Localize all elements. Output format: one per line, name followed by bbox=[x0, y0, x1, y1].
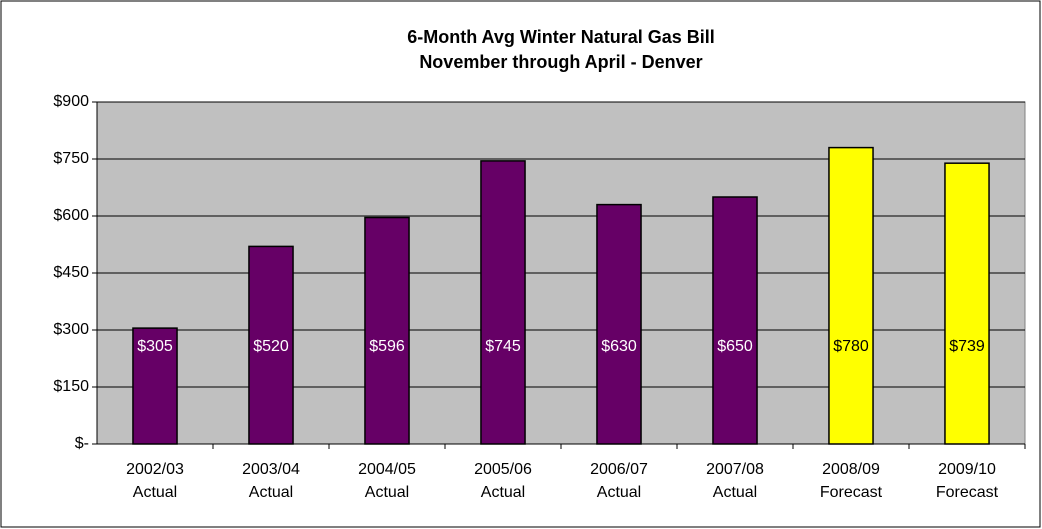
x-tick-label: 2005/06 bbox=[474, 461, 532, 478]
x-tick-label: 2007/08 bbox=[706, 461, 764, 478]
x-tick-label: Actual bbox=[365, 484, 409, 501]
bar bbox=[596, 203, 642, 445]
x-tick-label: 2009/10 bbox=[938, 461, 996, 478]
y-tick-label: $450 bbox=[53, 264, 89, 281]
y-tick-label: $900 bbox=[53, 93, 89, 110]
bar bbox=[480, 160, 526, 445]
x-tick-label: 2008/09 bbox=[822, 461, 880, 478]
bar bbox=[364, 216, 410, 445]
value-label: $596 bbox=[369, 338, 405, 355]
x-tick-label: 2004/05 bbox=[358, 461, 416, 478]
x-tick-label: Forecast bbox=[820, 484, 883, 501]
x-tick-label: Actual bbox=[481, 484, 525, 501]
y-tick-label: $750 bbox=[53, 150, 89, 167]
y-tick-label: $150 bbox=[53, 378, 89, 395]
y-tick-label: $600 bbox=[53, 207, 89, 224]
x-tick-label: Actual bbox=[133, 484, 177, 501]
chart-title: 6-Month Avg Winter Natural Gas Bill bbox=[407, 27, 715, 47]
bar bbox=[712, 196, 758, 445]
x-tick-label: 2003/04 bbox=[242, 461, 300, 478]
x-tick-label: Actual bbox=[597, 484, 641, 501]
value-label: $780 bbox=[833, 338, 869, 355]
bar bbox=[944, 162, 990, 445]
chart-subtitle: November through April - Denver bbox=[419, 52, 702, 72]
x-tick-label: Actual bbox=[713, 484, 757, 501]
x-tick-label: 2002/03 bbox=[126, 461, 184, 478]
x-tick-label: Forecast bbox=[936, 484, 999, 501]
x-tick-label: 2006/07 bbox=[590, 461, 648, 478]
value-label: $305 bbox=[137, 338, 173, 355]
value-label: $739 bbox=[949, 338, 985, 355]
value-label: $630 bbox=[601, 338, 637, 355]
value-label: $650 bbox=[717, 338, 753, 355]
bar bbox=[828, 146, 874, 445]
value-label: $520 bbox=[253, 338, 289, 355]
y-tick-label: $- bbox=[75, 435, 89, 452]
value-label: $745 bbox=[485, 338, 521, 355]
y-tick-label: $300 bbox=[53, 321, 89, 338]
bar bbox=[248, 245, 294, 445]
x-tick-label: Actual bbox=[249, 484, 293, 501]
bar bbox=[132, 327, 178, 445]
